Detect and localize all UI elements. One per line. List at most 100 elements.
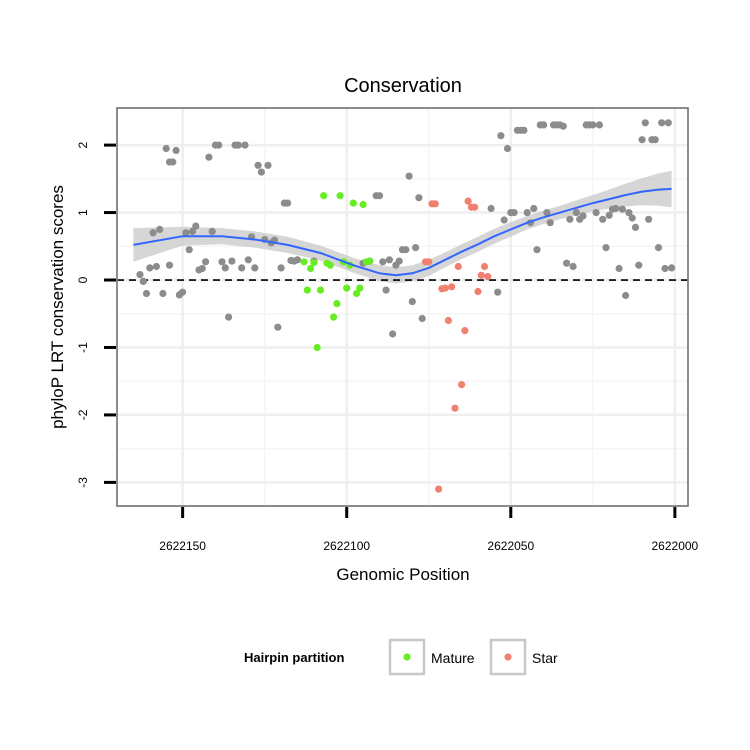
point-other-101 — [599, 215, 607, 223]
point-mature-9 — [330, 313, 338, 321]
point-mature-2 — [307, 264, 315, 273]
y-tick-label-1: 1 — [76, 209, 90, 216]
point-star-3 — [431, 200, 439, 208]
y-tick-label-5: -3 — [76, 477, 90, 488]
point-other-57 — [385, 256, 393, 264]
point-star-4 — [435, 485, 443, 493]
point-other-78 — [523, 209, 531, 217]
point-other-36 — [251, 264, 259, 272]
point-other-67 — [418, 314, 426, 323]
point-other-27 — [221, 264, 229, 272]
y-tick-label-0: 2 — [76, 141, 90, 148]
point-mature-11 — [336, 192, 344, 200]
point-other-114 — [641, 119, 649, 127]
point-other-32 — [238, 264, 246, 272]
point-other-7 — [159, 289, 167, 298]
point-other-23 — [208, 227, 216, 235]
point-other-92 — [569, 262, 577, 271]
point-other-2 — [142, 289, 151, 298]
point-other-60 — [395, 257, 403, 265]
point-star-8 — [448, 283, 456, 291]
point-other-15 — [182, 229, 190, 237]
point-other-81 — [533, 246, 541, 254]
point-other-119 — [658, 119, 666, 127]
point-star-18 — [480, 262, 489, 271]
legend-title: Hairpin partition — [244, 650, 344, 665]
point-other-80 — [530, 204, 538, 213]
x-axis-title: Genomic Position — [336, 565, 469, 584]
point-other-11 — [169, 158, 177, 166]
y-tick-label-3: -1 — [76, 342, 90, 353]
point-other-91 — [566, 215, 574, 223]
point-other-3 — [146, 264, 154, 272]
legend-label-mature: Mature — [431, 650, 475, 666]
point-other-16 — [185, 246, 193, 254]
point-other-38 — [257, 168, 265, 176]
x-tick-label-0: 2622150 — [159, 539, 206, 553]
point-other-66 — [415, 194, 423, 202]
point-other-40 — [264, 161, 272, 169]
point-other-21 — [202, 258, 210, 266]
y-axis: 2 1 0 -1 -2 -3 — [76, 141, 116, 488]
grid-lines — [117, 108, 688, 506]
point-other-70 — [497, 132, 505, 140]
point-other-72 — [503, 144, 512, 153]
point-star-16 — [474, 287, 482, 296]
point-other-106 — [615, 264, 623, 273]
chart-title: Conservation — [344, 75, 462, 97]
point-star-7 — [444, 316, 452, 325]
point-other-1 — [139, 277, 147, 285]
point-other-102 — [602, 244, 610, 252]
point-other-5 — [152, 262, 160, 271]
point-mature-16 — [353, 289, 361, 298]
point-other-31 — [234, 141, 242, 149]
point-other-26 — [218, 258, 226, 266]
point-star-13 — [464, 197, 472, 205]
point-other-18 — [192, 222, 200, 230]
point-other-83 — [540, 121, 548, 129]
smooth-line — [133, 187, 672, 277]
point-other-64 — [408, 298, 416, 306]
x-tick-label-3: 2622000 — [652, 539, 699, 553]
point-other-100 — [595, 121, 604, 129]
point-other-17 — [188, 227, 197, 235]
point-star-15 — [471, 203, 479, 211]
point-other-4 — [149, 229, 157, 237]
y-axis-title: phyloP LRT conservation scores — [48, 185, 67, 429]
point-star-9 — [451, 404, 459, 412]
legend-key-star-dot — [504, 653, 512, 661]
point-mature-6 — [320, 192, 328, 200]
point-other-20 — [198, 264, 206, 273]
point-other-103 — [605, 211, 613, 219]
x-tick-label-2: 2622050 — [487, 539, 534, 553]
point-other-68 — [487, 204, 495, 213]
point-mature-0 — [300, 258, 308, 266]
point-mature-17 — [356, 284, 364, 292]
point-other-33 — [241, 141, 249, 149]
point-other-22 — [205, 153, 213, 161]
y-tick-label-2: 0 — [76, 276, 90, 283]
point-other-0 — [136, 271, 144, 279]
point-other-58 — [389, 330, 397, 338]
point-other-109 — [625, 209, 633, 217]
point-other-71 — [500, 216, 508, 224]
smooth-line-layer — [133, 187, 672, 277]
point-other-89 — [559, 122, 567, 130]
point-other-111 — [631, 223, 640, 231]
point-mature-8 — [326, 261, 334, 269]
plot-border — [116, 107, 689, 507]
point-other-63 — [405, 172, 413, 180]
point-other-107 — [618, 205, 627, 213]
point-other-120 — [661, 264, 669, 273]
point-other-65 — [412, 244, 420, 252]
point-other-37 — [254, 161, 262, 169]
x-axis: 2622150 2622100 2622050 2622000 — [159, 507, 699, 553]
point-other-56 — [382, 286, 390, 294]
point-star-12 — [461, 327, 469, 335]
point-other-74 — [510, 209, 518, 217]
point-other-55 — [379, 258, 387, 266]
point-other-49 — [293, 256, 302, 264]
legend-key-mature-dot — [403, 653, 411, 661]
point-star-1 — [425, 258, 433, 266]
